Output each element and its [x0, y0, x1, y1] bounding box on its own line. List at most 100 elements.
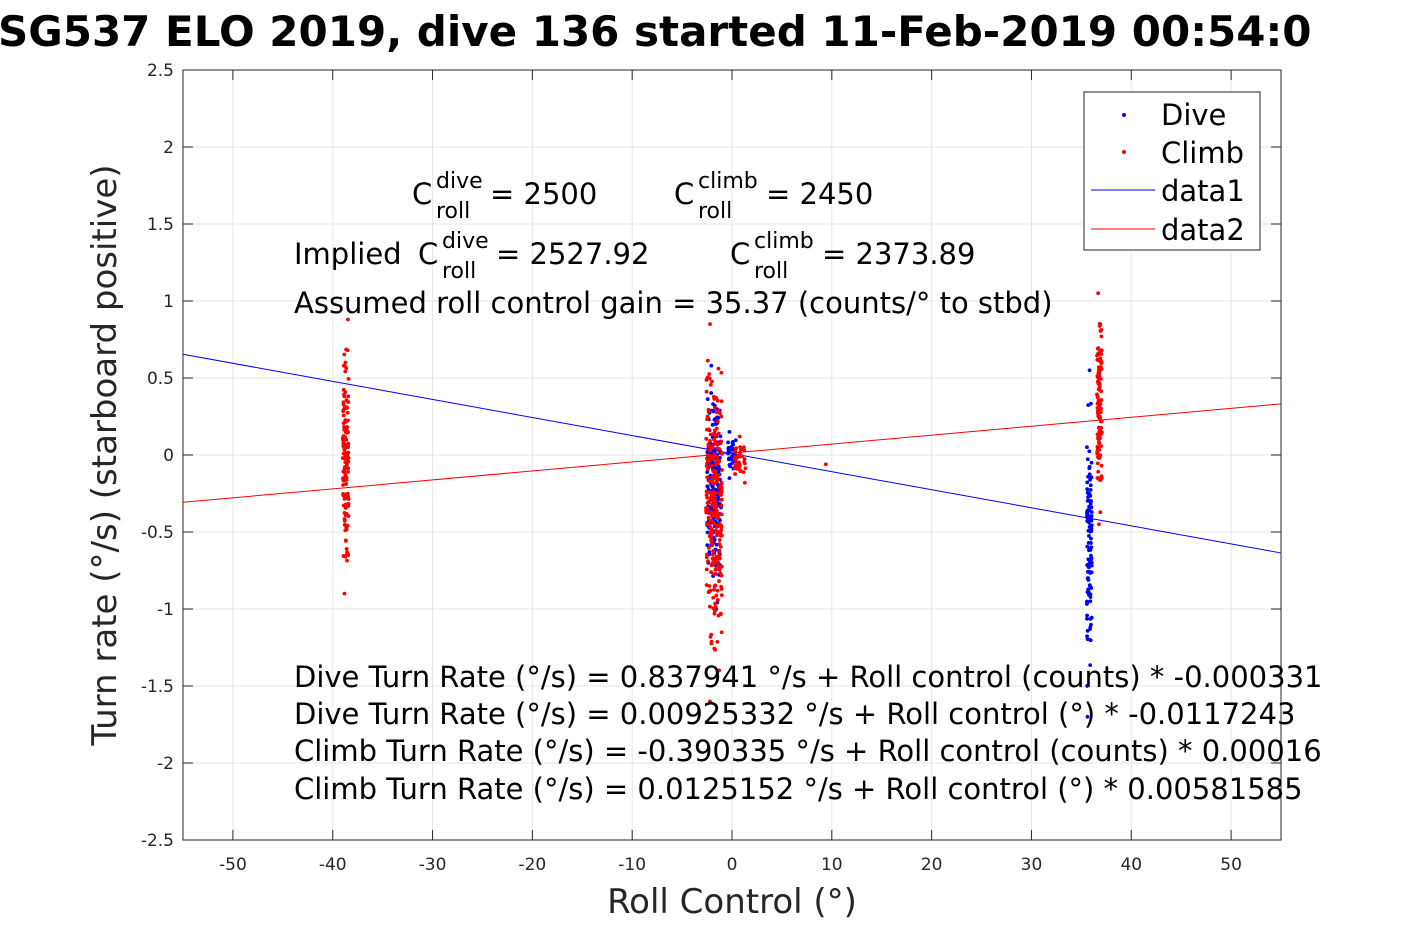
climb-point	[738, 450, 742, 455]
climb-point	[343, 390, 348, 395]
dive-point	[731, 439, 735, 444]
climb-point	[1097, 414, 1102, 419]
dive-point	[1089, 514, 1094, 518]
climb-point	[719, 525, 724, 530]
dive-point	[1085, 629, 1090, 633]
climb-point	[705, 467, 710, 472]
climb-point	[1096, 469, 1101, 474]
climb-point	[704, 436, 709, 441]
climb-point	[714, 555, 718, 560]
climb-point	[344, 464, 349, 468]
climb-point	[737, 462, 742, 467]
dive-point	[711, 409, 716, 414]
climb-point	[712, 396, 717, 401]
climb-point	[342, 477, 347, 482]
dive-point	[1088, 501, 1093, 506]
dive-point	[1087, 533, 1091, 538]
climb-point	[712, 611, 717, 616]
climb-point	[1099, 463, 1104, 468]
climb-point	[1097, 522, 1101, 527]
climb-point	[1099, 398, 1104, 402]
dive-point	[1087, 449, 1092, 454]
climb-point	[345, 523, 350, 528]
climb-point	[734, 465, 739, 470]
dive-point	[1085, 490, 1090, 495]
x-tick-label: 40	[1120, 855, 1142, 875]
climb-point	[1099, 444, 1103, 448]
climb-point	[708, 588, 713, 593]
dive-point	[729, 455, 734, 460]
climb-point	[713, 567, 718, 572]
c-roll-climb-sup: climb	[698, 169, 758, 194]
climb-point	[708, 322, 712, 326]
climb-point	[717, 579, 721, 583]
climb-point	[707, 500, 712, 505]
legend-climb-marker	[1122, 150, 1126, 154]
dive-point	[1089, 460, 1094, 465]
climb-point	[1098, 322, 1103, 327]
implied-dive-sub: roll	[442, 259, 476, 284]
legend-climb-label: Climb	[1161, 136, 1244, 170]
climb-point	[719, 512, 724, 517]
fit-equation-line: Climb Turn Rate (°/s) = -0.390335 °/s + …	[294, 734, 1322, 768]
x-tick-label: 50	[1220, 855, 1242, 875]
climb-point	[704, 464, 709, 468]
climb-point	[346, 430, 350, 435]
climb-point	[341, 553, 346, 558]
dive-point	[1086, 507, 1091, 512]
x-axis-label: Roll Control (°)	[607, 882, 857, 922]
fit-lines	[182, 353, 1282, 554]
dive-point	[709, 363, 714, 368]
climb-point	[709, 518, 714, 523]
climb-point	[719, 497, 724, 502]
climb-point	[714, 510, 719, 515]
dive-point	[1087, 520, 1091, 525]
climb-point	[719, 564, 724, 569]
dive-point	[1085, 576, 1090, 581]
climb-point	[343, 528, 348, 533]
climb-point	[717, 538, 722, 542]
implied-climb-base: C	[730, 237, 750, 271]
climb-point	[706, 409, 711, 414]
climb-point	[341, 491, 346, 496]
climb-point	[720, 468, 724, 472]
dive-point	[705, 484, 710, 489]
implied-dive-base: C	[418, 237, 438, 271]
climb-point	[707, 448, 712, 453]
fit-equations: Dive Turn Rate (°/s) = 0.837941 °/s + Ro…	[294, 660, 1322, 806]
dive-point	[1087, 560, 1092, 565]
climb-point	[743, 466, 748, 471]
x-tick-label: 30	[1021, 855, 1043, 875]
y-tick-label: 2	[163, 138, 174, 158]
fit-equation-line: Dive Turn Rate (°/s) = 0.00925332 °/s + …	[294, 697, 1295, 731]
climb-point	[719, 533, 724, 538]
climb-point	[341, 402, 346, 407]
climb-point	[708, 496, 713, 501]
climb-point	[705, 414, 710, 419]
climb-point	[714, 426, 719, 431]
climb-point	[717, 554, 721, 558]
climb-point	[1095, 461, 1100, 466]
climb-point	[712, 584, 717, 589]
implied-climb-sup: climb	[754, 229, 814, 254]
climb-point	[341, 451, 346, 456]
legend-dive-marker	[1122, 113, 1126, 117]
fit-equation-line: Climb Turn Rate (°/s) = 0.0125152 °/s + …	[294, 772, 1303, 806]
climb-point	[712, 587, 716, 592]
dive-point	[1087, 498, 1091, 503]
dive-point	[1088, 488, 1093, 492]
annotation-c-roll-climb: C climb roll = 2450	[674, 169, 873, 224]
dive-point	[727, 476, 732, 480]
y-tick-label: 1	[163, 292, 174, 312]
x-tick-label: -40	[319, 855, 347, 875]
dive-point	[1085, 457, 1090, 462]
dive-point	[709, 391, 714, 395]
dive-point	[728, 464, 732, 469]
climb-point	[715, 530, 720, 534]
climb-point	[344, 546, 349, 551]
climb-point	[345, 491, 350, 496]
dive-point	[1088, 493, 1093, 498]
climb-point	[346, 513, 351, 518]
climb-point	[715, 639, 720, 644]
dive-point	[705, 543, 710, 548]
